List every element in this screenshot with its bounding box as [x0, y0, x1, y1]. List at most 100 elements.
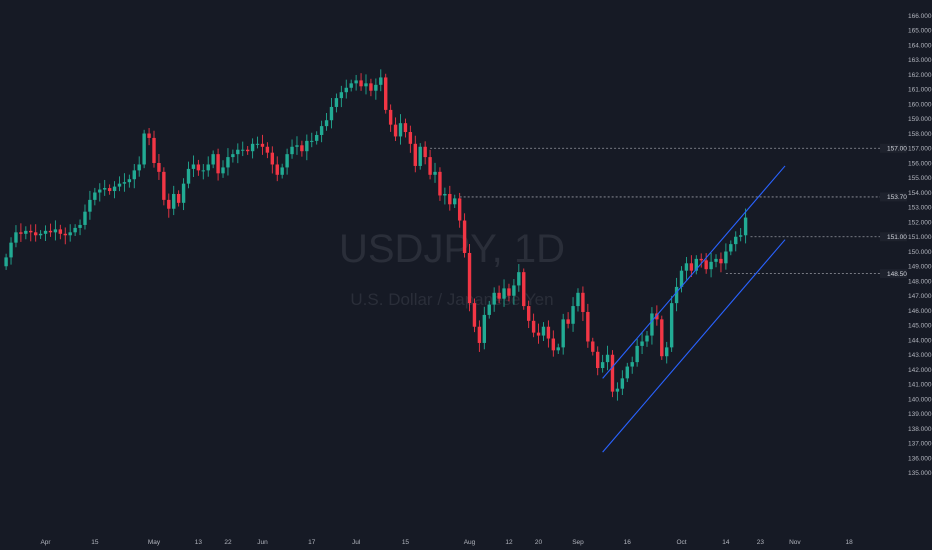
candle — [581, 286, 585, 321]
candle-body-up — [433, 171, 437, 175]
x-tick-label: 23 — [757, 539, 765, 546]
trend-channel[interactable] — [602, 165, 786, 453]
candle-body-up — [305, 140, 309, 152]
candle-body-up — [132, 170, 136, 180]
candle-body-up — [669, 303, 674, 348]
candle-body-down — [660, 319, 664, 357]
x-tick-label: 18 — [846, 539, 854, 546]
candle-body-down — [408, 132, 413, 144]
candle — [290, 139, 294, 159]
x-tick-label: 16 — [624, 539, 632, 546]
candle-body-up — [314, 134, 319, 141]
candle — [295, 136, 299, 155]
candle — [482, 306, 487, 350]
candle-body-down — [265, 146, 270, 153]
candle-body-up — [93, 192, 97, 200]
candle — [270, 146, 275, 174]
candle — [734, 231, 738, 252]
candle — [344, 79, 348, 99]
y-tick-label: 157.000 — [908, 146, 932, 153]
y-tick-label: 146.000 — [908, 308, 932, 315]
candle-body-up — [181, 183, 186, 203]
candle — [186, 161, 191, 189]
candle — [571, 297, 575, 332]
time-axis[interactable]: Apr 15 May 13 22 Jun 17 Jul 15 Aug 12 20 Sep 16 Oct 14 2… — [40, 539, 853, 546]
candle-body-up — [487, 304, 491, 315]
candle — [467, 243, 472, 312]
candle-body-down — [413, 143, 417, 166]
candle-body-down — [566, 319, 570, 324]
y-tick-label: 135.000 — [908, 470, 932, 477]
candle-body-up — [285, 154, 289, 168]
candle — [339, 85, 344, 108]
candle — [364, 74, 368, 95]
candle — [314, 131, 319, 145]
candle — [517, 264, 521, 292]
candle-body-down — [107, 188, 112, 192]
watermark: USDJPY, 1D U.S. Dollar / Japanese Yen — [339, 227, 565, 309]
candle — [241, 141, 245, 157]
candle — [117, 176, 122, 192]
candle — [324, 112, 329, 131]
candle — [137, 156, 141, 177]
y-tick-label: 143.000 — [908, 352, 932, 359]
y-tick-label: 164.000 — [908, 42, 932, 49]
candle-body-up — [206, 164, 210, 171]
candles — [4, 69, 748, 401]
y-tick-label: 141.000 — [908, 382, 932, 389]
candle — [334, 93, 339, 113]
candle — [620, 370, 625, 396]
candle-body-up — [502, 288, 506, 299]
channel-upper-line[interactable] — [602, 165, 786, 379]
candle — [684, 256, 689, 280]
y-tick-label: 154.000 — [908, 190, 932, 197]
candle-body-down — [596, 351, 600, 369]
candle-body-up — [122, 182, 127, 184]
candle-body-up — [186, 168, 191, 184]
y-tick-label: 147.000 — [908, 293, 932, 300]
candle — [413, 135, 417, 173]
y-tick-label: 162.000 — [908, 72, 932, 79]
candle-body-up — [674, 286, 679, 304]
candle — [566, 312, 570, 329]
candle — [33, 224, 38, 242]
y-tick-label: 142.000 — [908, 367, 932, 374]
level-label-bg — [880, 143, 907, 153]
candle — [679, 266, 684, 293]
candle — [285, 148, 289, 175]
candle-body-up — [324, 120, 329, 127]
candle — [694, 255, 698, 275]
candle — [487, 300, 491, 319]
candle — [393, 117, 398, 142]
candle-body-up — [53, 229, 58, 233]
y-tick-label: 149.000 — [908, 264, 932, 271]
y-tick-label: 144.000 — [908, 337, 932, 344]
candle-body-down — [457, 198, 462, 221]
y-tick-label: 152.000 — [908, 219, 932, 226]
candle-body-up — [605, 354, 610, 363]
candle — [88, 190, 92, 220]
candle — [206, 156, 210, 177]
candle — [507, 283, 511, 302]
candle-body-up — [231, 154, 235, 158]
candle-body-down — [497, 292, 501, 299]
candle-body-up — [117, 183, 122, 187]
candle — [438, 167, 442, 201]
candle-body-down — [699, 258, 703, 261]
candle — [586, 303, 590, 348]
candle-body-up — [541, 326, 546, 336]
candle — [453, 194, 457, 208]
candle — [561, 313, 565, 355]
candle-body-up — [630, 362, 634, 367]
candle-body-up — [709, 261, 713, 270]
candle — [428, 149, 432, 180]
candle — [541, 322, 546, 342]
y-tick-label: 139.000 — [908, 411, 932, 418]
candle-body-up — [571, 306, 575, 324]
channel-lower-line[interactable] — [602, 239, 786, 453]
price-axis[interactable]: 135.000 136.000 137.000 138.000 139.000 140.0… — [908, 13, 932, 477]
candle-body-down — [260, 143, 265, 147]
candle-body-up — [512, 285, 516, 296]
level-label-bg — [880, 232, 907, 242]
